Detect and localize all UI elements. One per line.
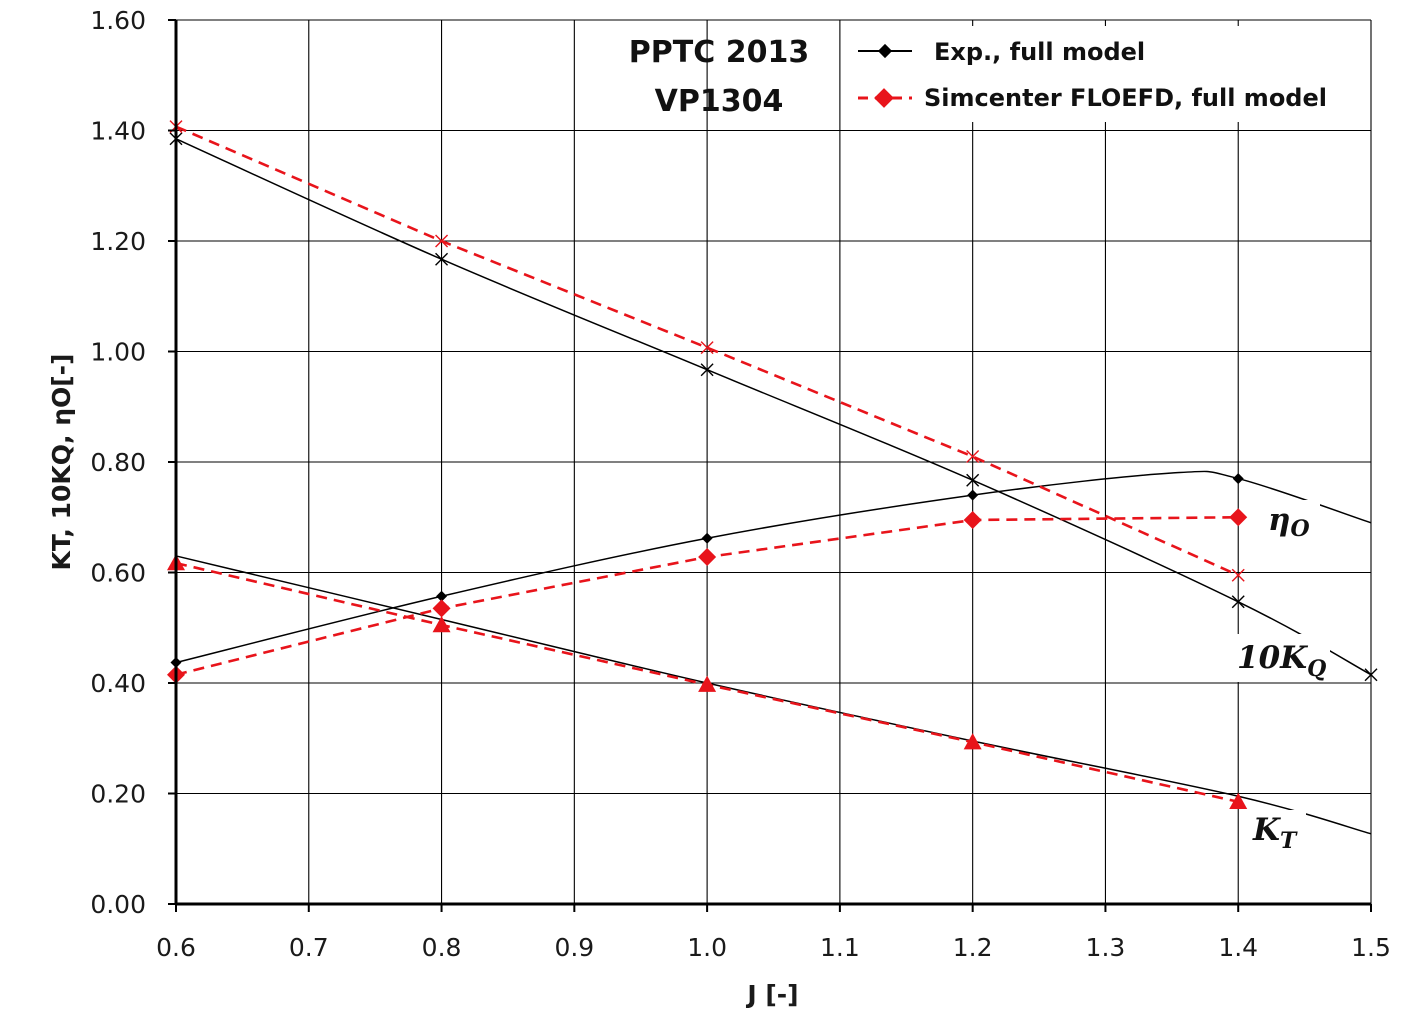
eta-label-sub: O — [1291, 516, 1310, 542]
x-tick-label-7: 1.3 — [1086, 933, 1126, 962]
legend: Exp., full model Simcenter FLOEFD, full … — [843, 26, 1353, 122]
series-1-point-3-stroke-b — [966, 473, 980, 487]
series-1-point-1 — [435, 252, 449, 266]
grid-lines — [175, 19, 1372, 905]
y-tick-label-3: 0.60 — [90, 559, 146, 588]
legend-label-exp: Exp., full model — [934, 38, 1145, 66]
series-3-point-1 — [432, 615, 451, 633]
series-4-point-1-stroke-b — [435, 234, 449, 248]
series-3-point-3 — [963, 733, 982, 750]
chart-title-line-2: VP1304 — [655, 84, 784, 119]
series-1-point-5 — [1364, 668, 1378, 682]
series-2-point-1 — [436, 590, 448, 602]
x-tick-label-8: 1.4 — [1218, 933, 1258, 962]
series-4 — [169, 120, 1245, 582]
y-tick-label-1: 0.20 — [90, 780, 146, 809]
kq-label-main: 10K — [1237, 640, 1308, 676]
series-4-point-1 — [435, 234, 449, 248]
x-tick-label-9: 1.5 — [1351, 933, 1391, 962]
y-tick-label-0: 0.00 — [90, 890, 146, 919]
kt-label-sub: T — [1280, 828, 1298, 854]
series-0-line — [175, 555, 1372, 835]
series-1-point-4-stroke-b — [1231, 595, 1245, 609]
series-1-point-2 — [700, 363, 714, 377]
series-1-point-2-stroke-b — [700, 363, 714, 377]
kq-label-sub: Q — [1307, 656, 1326, 682]
series-5-point-1 — [432, 599, 451, 618]
kq-label-background — [1234, 634, 1330, 682]
series-layer — [167, 120, 1378, 835]
eta-label-main: η — [1268, 502, 1291, 538]
x-tick-label-1: 0.7 — [289, 933, 329, 962]
series-4-point-4 — [1231, 568, 1245, 582]
series-1-point-1-stroke-b — [435, 252, 449, 266]
y-tick-label-7: 1.40 — [90, 117, 146, 146]
y-tick-label-5: 1.00 — [90, 338, 146, 367]
kt-curve-label: KT — [1250, 810, 1306, 856]
series-1 — [169, 132, 1378, 682]
eta-curve-label: ηO — [1262, 500, 1320, 542]
series-3-point-2 — [698, 675, 717, 692]
series-2-point-2 — [701, 532, 713, 544]
x-tick-label-2: 0.8 — [422, 933, 462, 962]
series-2-point-3 — [967, 489, 979, 501]
series-5-point-4 — [1229, 508, 1248, 527]
kt-label-main: K — [1252, 812, 1281, 848]
axes — [168, 19, 1372, 912]
x-tick-label-3: 0.9 — [554, 933, 594, 962]
series-0 — [175, 555, 1372, 835]
tick-labels: 0.6 0.7 0.8 0.9 1.0 1.1 1.2 1.3 1.4 1.5 0.00 0.20 0.… — [90, 6, 1391, 962]
x-axis-title: J [-] — [745, 980, 798, 1009]
kt-label-text: KT — [1252, 812, 1298, 854]
legend-swatch-exp-marker — [877, 43, 893, 59]
series-4-line — [175, 125, 1239, 577]
series-4-point-3 — [966, 449, 980, 463]
y-tick-label-6: 1.20 — [90, 227, 146, 256]
kt-label-background — [1250, 810, 1306, 856]
chart-title-line-1: PPTC 2013 — [629, 35, 809, 70]
kq-curve-label: 10KQ — [1234, 634, 1330, 682]
eta-label-text: ηO — [1268, 502, 1310, 542]
legend-entry-sim: Simcenter FLOEFD, full model — [858, 84, 1327, 112]
series-1-point-3 — [966, 473, 980, 487]
legend-label-sim: Simcenter FLOEFD, full model — [924, 84, 1327, 112]
series-4-point-2 — [700, 341, 714, 355]
x-tick-label-0: 0.6 — [156, 933, 196, 962]
series-4-point-2-stroke-b — [700, 341, 714, 355]
y-tick-label-8: 1.60 — [90, 6, 146, 35]
series-1-point-5-stroke-b — [1364, 668, 1378, 682]
y-tick-label-4: 0.80 — [90, 448, 146, 477]
series-5 — [167, 508, 1248, 684]
series-4-point-4-stroke-b — [1231, 568, 1245, 582]
series-2-point-4 — [1232, 473, 1244, 485]
x-tick-label-5: 1.1 — [820, 933, 860, 962]
kq-label-text: 10KQ — [1237, 640, 1326, 682]
y-tick-label-2: 0.40 — [90, 669, 146, 698]
legend-entry-exp: Exp., full model — [858, 38, 1145, 66]
y-axis-title: KT, 10KQ, ηO[-] — [47, 354, 76, 571]
legend-background — [843, 26, 1353, 122]
series-5-point-2 — [698, 548, 717, 567]
curve-labels: ηO 10KQ KT — [1234, 500, 1330, 856]
eta-label-background — [1262, 500, 1320, 542]
series-3-point-4 — [1229, 792, 1248, 809]
series-1-line — [175, 138, 1372, 676]
x-tick-label-4: 1.0 — [687, 933, 727, 962]
series-2 — [170, 470, 1372, 669]
series-5-point-3 — [963, 511, 982, 530]
series-1-point-4 — [1231, 595, 1245, 609]
series-2-line — [175, 470, 1372, 664]
x-tick-label-6: 1.2 — [953, 933, 993, 962]
series-4-point-3-stroke-b — [966, 449, 980, 463]
